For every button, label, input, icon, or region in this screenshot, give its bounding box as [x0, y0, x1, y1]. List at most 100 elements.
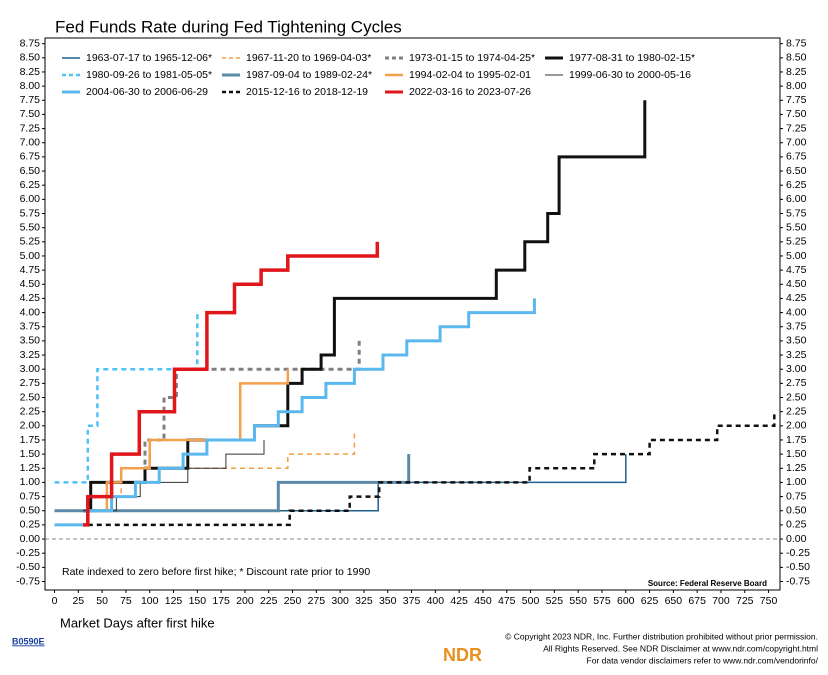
legend-label: 1980-09-26 to 1981-05-05*: [86, 69, 212, 81]
series-line: [54, 454, 411, 513]
y-tick-label: 3.25: [786, 349, 807, 361]
y-tick-label: 4.25: [786, 292, 807, 304]
series-line: [83, 241, 380, 527]
x-tick-label: 475: [498, 595, 516, 607]
x-tick-label: 250: [284, 595, 302, 607]
y-tick-label: 7.25: [786, 122, 807, 134]
y-tick-label: 0.00: [20, 533, 41, 545]
footer-line: For data vendor disclaimers refer to www…: [587, 655, 819, 665]
x-tick-label: 725: [736, 595, 754, 607]
x-tick-label: 375: [403, 595, 421, 607]
y-tick-label: 3.00: [20, 363, 41, 375]
y-tick-label: 0.75: [786, 490, 807, 502]
y-tick-label: 3.75: [786, 321, 807, 333]
y-tick-label: 4.50: [786, 278, 807, 290]
y-tick-label: 6.75: [20, 151, 41, 163]
y-tick-label: 2.00: [786, 420, 807, 432]
y-tick-label: 2.25: [786, 405, 807, 417]
x-tick-label: 300: [331, 595, 349, 607]
y-tick-label: 2.75: [786, 377, 807, 389]
y-tick-label: 6.00: [786, 193, 807, 205]
y-tick-label: 7.50: [20, 108, 41, 120]
x-tick-label: 700: [712, 595, 730, 607]
y-tick-label: 8.00: [786, 80, 807, 92]
brand: NDR: [443, 645, 482, 665]
x-tick-label: 225: [260, 595, 278, 607]
note: Rate indexed to zero before first hike; …: [62, 566, 370, 578]
y-tick-label: 3.50: [20, 335, 41, 347]
y-tick-label: 2.00: [20, 420, 41, 432]
y-tick-label: 7.75: [20, 94, 41, 106]
y-tick-label: -0.50: [786, 561, 810, 573]
y-tick-label: -0.75: [786, 575, 810, 587]
x-tick-label: 25: [72, 595, 84, 607]
series-line: [83, 340, 361, 513]
x-tick-label: 425: [450, 595, 468, 607]
y-tick-label: 1.25: [786, 462, 807, 474]
y-tick-label: 2.75: [20, 377, 41, 389]
y-tick-label: 7.75: [786, 94, 807, 106]
y-tick-label: 8.00: [20, 80, 41, 92]
x-tick-label: 625: [641, 595, 659, 607]
y-tick-label: -0.50: [16, 561, 40, 573]
y-tick-label: 1.25: [20, 462, 41, 474]
x-tick-label: 75: [120, 595, 132, 607]
x-tick-label: 500: [522, 595, 540, 607]
series-line: [54, 298, 536, 527]
y-tick-label: 5.25: [20, 236, 41, 248]
chart-title: Fed Funds Rate during Fed Tightening Cyc…: [55, 17, 402, 36]
y-tick-label: 7.00: [20, 137, 41, 149]
y-tick-label: -0.75: [16, 575, 40, 587]
y-tick-label: 5.25: [786, 236, 807, 248]
y-tick-label: 8.75: [20, 37, 41, 49]
y-tick-label: 1.00: [786, 476, 807, 488]
x-tick-label: 325: [355, 595, 373, 607]
x-tick-label: 200: [236, 595, 254, 607]
y-tick-label: 6.50: [20, 165, 41, 177]
y-tick-label: 5.50: [20, 221, 41, 233]
legend-label: 1963-07-17 to 1965-12-06*: [86, 52, 212, 64]
x-tick-label: 50: [96, 595, 108, 607]
y-tick-label: 6.25: [20, 179, 41, 191]
y-tick-label: 6.75: [786, 151, 807, 163]
legend-label: 2022-03-16 to 2023-07-26: [409, 86, 531, 98]
y-tick-label: 7.00: [786, 137, 807, 149]
series-line: [83, 100, 647, 513]
legend-label: 2004-06-30 to 2006-06-29: [86, 86, 208, 98]
x-tick-label: 150: [189, 595, 207, 607]
footer-line: © Copyright 2023 NDR, Inc. Further distr…: [505, 631, 818, 641]
y-tick-label: 5.00: [20, 250, 41, 262]
x-tick-label: 600: [617, 595, 635, 607]
y-tick-label: 3.50: [786, 335, 807, 347]
x-tick-label: 175: [212, 595, 230, 607]
y-tick-label: 8.50: [786, 52, 807, 64]
x-tick-label: 125: [165, 595, 183, 607]
y-tick-label: 2.50: [786, 391, 807, 403]
x-tick-label: 450: [474, 595, 492, 607]
y-tick-label: 4.00: [786, 306, 807, 318]
y-tick-label: 7.50: [786, 108, 807, 120]
y-tick-label: 4.75: [786, 264, 807, 276]
y-tick-label: 5.75: [20, 207, 41, 219]
x-tick-label: 350: [379, 595, 397, 607]
y-tick-label: 1.00: [20, 476, 41, 488]
series-line: [87, 411, 776, 527]
legend-label: 1977-08-31 to 1980-02-15*: [569, 52, 695, 64]
y-tick-label: 3.00: [786, 363, 807, 375]
x-tick-label: 650: [665, 595, 683, 607]
y-tick-label: -0.25: [786, 547, 810, 559]
plot-frame: [44, 37, 781, 591]
legend-label: 1973-01-15 to 1974-04-25*: [409, 52, 535, 64]
y-tick-label: 0.50: [786, 505, 807, 517]
y-tick-label: 7.25: [20, 122, 41, 134]
y-tick-label: 2.50: [20, 391, 41, 403]
y-tick-label: 6.00: [20, 193, 41, 205]
x-tick-label: 275: [308, 595, 326, 607]
x-tick-label: 400: [427, 595, 445, 607]
legend-label: 1999-06-30 to 2000-05-16: [569, 69, 691, 81]
y-tick-label: 4.00: [20, 306, 41, 318]
y-tick-label: 5.75: [786, 207, 807, 219]
legend-label: 1987-09-04 to 1989-02-24*: [246, 69, 372, 81]
y-tick-label: 1.75: [786, 434, 807, 446]
